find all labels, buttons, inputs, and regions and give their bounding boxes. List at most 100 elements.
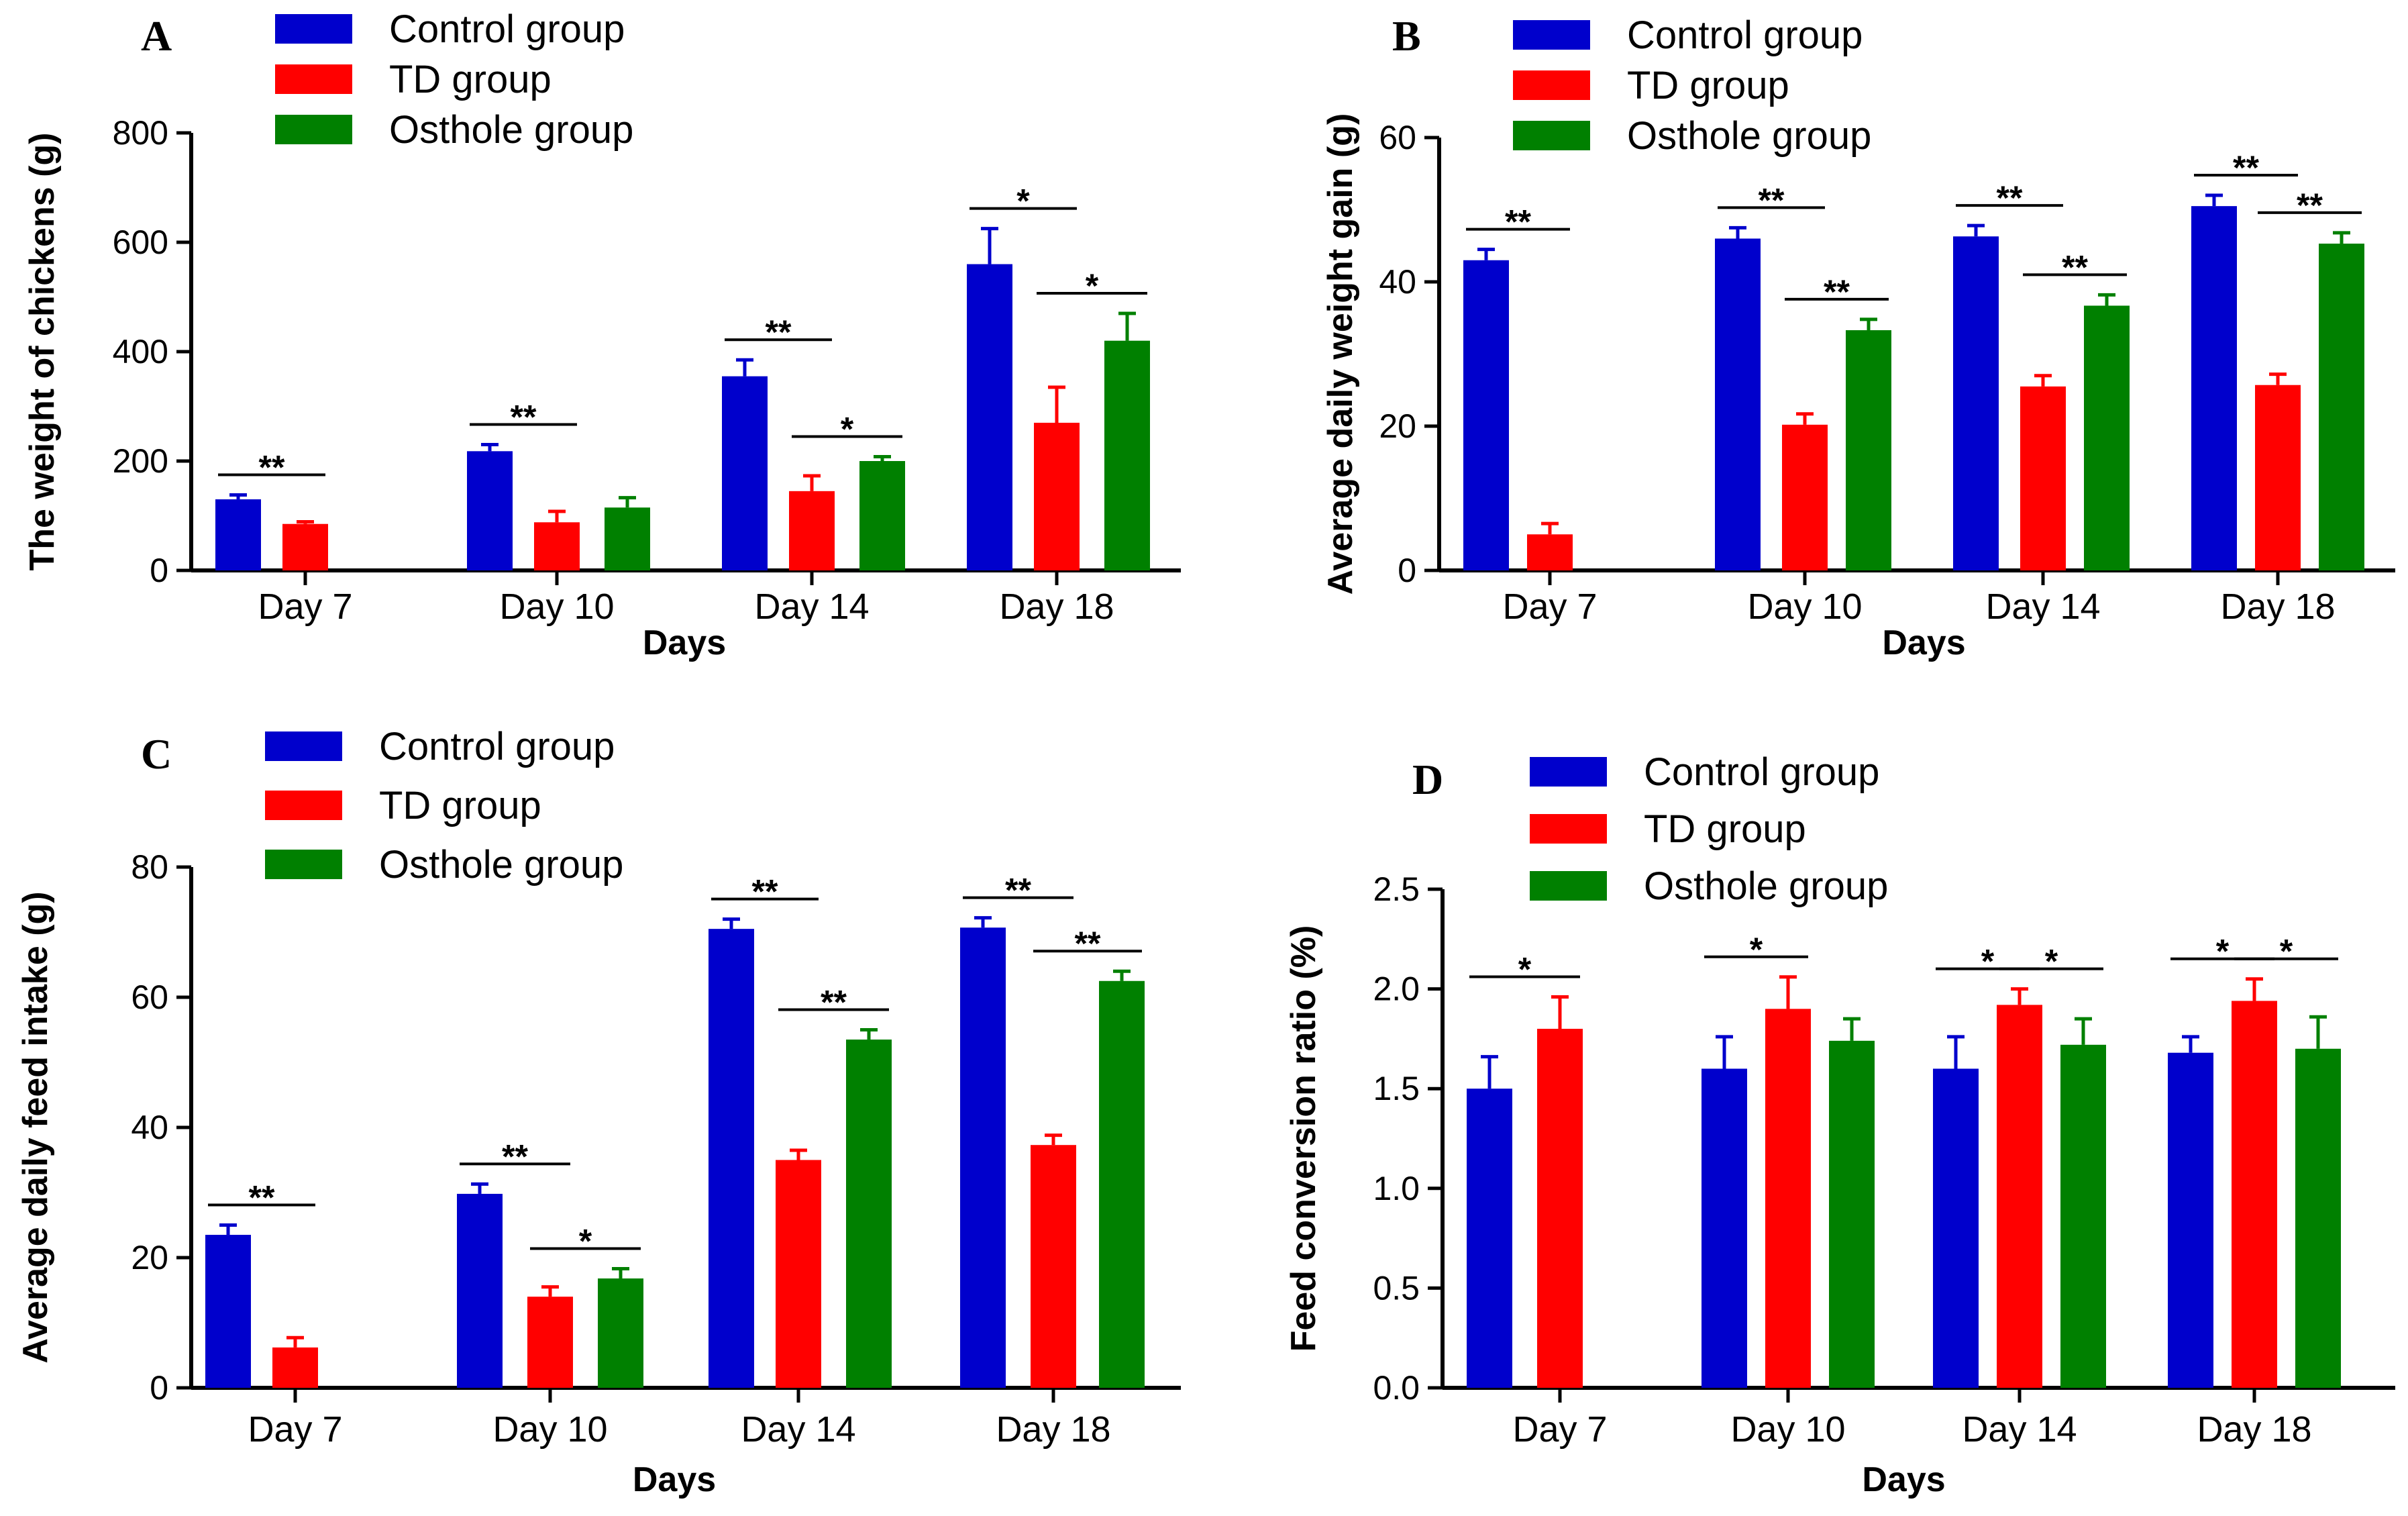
y-tick-label: 400 xyxy=(113,333,168,370)
legend-swatch xyxy=(1513,20,1590,50)
bar-control-group xyxy=(709,929,754,1388)
legend-swatch xyxy=(265,850,342,879)
x-axis-title: Days xyxy=(643,623,726,662)
bar-control-group xyxy=(1702,1068,1747,1388)
bar-td-group xyxy=(534,522,580,570)
significance-label: ** xyxy=(1997,179,2023,217)
bar-osthole-group xyxy=(1829,1040,1875,1388)
legend-swatch xyxy=(1530,757,1607,787)
y-tick-label: 0 xyxy=(150,1369,168,1407)
bar-control-group xyxy=(1467,1089,1512,1388)
bar-osthole-group xyxy=(2295,1048,2341,1388)
bar-osthole-group xyxy=(2060,1044,2106,1388)
x-tick-label: Day 10 xyxy=(499,587,614,627)
legend-label: TD group xyxy=(1627,64,1789,107)
bar-osthole-group xyxy=(859,461,905,570)
panel-d: D Control group TD group Osthole group 0.0 0.… xyxy=(1284,750,2395,1499)
legend-label: Control group xyxy=(389,7,625,51)
y-axis-title: Average daily weight gain (g) xyxy=(1321,113,1360,595)
y-tick-label: 80 xyxy=(131,848,168,886)
bar-control-group xyxy=(1463,260,1509,570)
bar-td-group xyxy=(1031,1145,1076,1388)
x-axis-title: Days xyxy=(633,1460,716,1499)
panel-a: A Control group TD group Osthole group 0 200 4… xyxy=(23,7,1181,662)
significance-label: ** xyxy=(1005,872,1031,909)
significance-label: ** xyxy=(249,1179,275,1217)
y-tick-label: 0 xyxy=(1398,552,1416,589)
y-tick-label: 20 xyxy=(1379,407,1416,445)
significance-label: * xyxy=(1086,267,1099,305)
significance-label: ** xyxy=(511,399,537,436)
significance-label: * xyxy=(579,1222,592,1260)
significance-label: ** xyxy=(1759,181,1785,219)
x-tick-label: Day 7 xyxy=(1502,587,1597,627)
legend-swatch xyxy=(275,14,352,44)
bar-control-group xyxy=(467,451,513,570)
x-tick-label: Day 7 xyxy=(248,1409,342,1450)
legend-label: Osthole group xyxy=(1627,114,1871,158)
significance-label: * xyxy=(1750,931,1763,968)
legend-label: TD group xyxy=(389,58,552,101)
bar-control-group xyxy=(215,499,261,570)
bar-osthole-group xyxy=(1846,330,1891,570)
legend-label: TD group xyxy=(1644,807,1806,851)
significance-label: ** xyxy=(259,449,285,487)
significance-label: ** xyxy=(766,313,792,351)
y-axis-title: Feed conversion ratio (%) xyxy=(1284,925,1323,1352)
bar-control-group xyxy=(457,1193,503,1388)
panel-letter: B xyxy=(1392,12,1421,60)
significance-label: ** xyxy=(1505,203,1531,241)
bar-control-group xyxy=(967,264,1012,570)
bar-control-group xyxy=(205,1235,251,1388)
legend-label: TD group xyxy=(379,784,541,827)
bar-osthole-group xyxy=(846,1040,892,1388)
y-tick-label: 200 xyxy=(113,442,168,480)
panel-b: B Control group TD group Osthole group 0 20 40… xyxy=(1321,12,2395,662)
x-tick-label: Day 10 xyxy=(1730,1409,1845,1450)
bar-td-group xyxy=(1782,424,1828,570)
significance-label: ** xyxy=(2297,187,2323,224)
legend-swatch xyxy=(1530,871,1607,901)
bar-td-group xyxy=(1034,422,1080,570)
significance-label: * xyxy=(2045,943,2058,980)
legend-label: Control group xyxy=(379,725,615,768)
significance-label: ** xyxy=(1075,925,1101,962)
x-axis-title: Days xyxy=(1862,1460,1945,1499)
bar-control-group xyxy=(1715,238,1761,570)
bar-osthole-group xyxy=(598,1278,643,1388)
panel-c: C Control group TD group Osthole group 0 20 40… xyxy=(16,725,1181,1499)
legend-swatch xyxy=(275,115,352,144)
significance-label: * xyxy=(1518,950,1532,988)
x-tick-label: Day 14 xyxy=(741,1409,855,1450)
bar-osthole-group xyxy=(2319,244,2364,570)
legend-swatch xyxy=(1530,814,1607,844)
bar-td-group xyxy=(1997,1005,2042,1388)
legend-label: Osthole group xyxy=(379,843,623,887)
significance-label: ** xyxy=(1824,273,1850,311)
y-tick-label: 60 xyxy=(131,978,168,1016)
x-tick-label: Day 7 xyxy=(1512,1409,1607,1450)
y-tick-label: 2.5 xyxy=(1373,870,1420,908)
y-tick-label: 0 xyxy=(150,552,168,589)
y-axis-title: Average daily feed intake (g) xyxy=(16,891,55,1363)
significance-label: ** xyxy=(502,1138,528,1175)
x-tick-label: Day 14 xyxy=(754,587,869,627)
bar-td-group xyxy=(2232,1001,2277,1388)
bar-control-group xyxy=(2191,206,2237,570)
significance-label: * xyxy=(1016,183,1030,220)
significance-label: ** xyxy=(2233,149,2259,187)
legend-swatch xyxy=(1513,121,1590,150)
y-tick-label: 40 xyxy=(131,1109,168,1146)
y-tick-label: 600 xyxy=(113,223,168,261)
legend-label: Osthole group xyxy=(1644,864,1888,908)
bar-osthole-group xyxy=(1104,340,1150,570)
x-tick-label: Day 14 xyxy=(1962,1409,2077,1450)
x-tick-label: Day 10 xyxy=(492,1409,607,1450)
legend-label: Control group xyxy=(1644,750,1879,794)
bar-td-group xyxy=(527,1297,573,1388)
panel-letter: C xyxy=(141,730,172,778)
x-tick-label: Day 18 xyxy=(999,587,1114,627)
legend-swatch xyxy=(1513,70,1590,100)
panel-letter: D xyxy=(1412,756,1443,803)
significance-label: * xyxy=(1981,943,1995,980)
